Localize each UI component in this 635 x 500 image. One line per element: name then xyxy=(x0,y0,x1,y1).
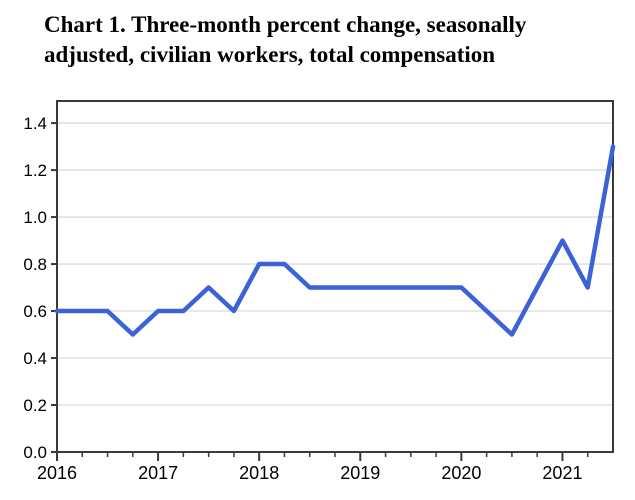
x-tick-label: 2020 xyxy=(441,463,481,483)
y-tick-label: 0.2 xyxy=(23,396,47,415)
x-tick-label: 2017 xyxy=(138,463,178,483)
y-tick-label: 0.6 xyxy=(23,302,47,321)
y-tick-label: 1.2 xyxy=(23,161,47,180)
chart-title: Chart 1. Three-month percent change, sea… xyxy=(44,12,527,67)
y-tick-label: 0.8 xyxy=(23,255,47,274)
y-tick-label: 0.4 xyxy=(23,349,47,368)
x-tick-label: 2021 xyxy=(542,463,582,483)
plot-frame xyxy=(56,100,614,453)
x-tick-label: 2016 xyxy=(37,463,77,483)
series-line xyxy=(54,144,616,337)
y-tick-label: 0.0 xyxy=(23,443,47,462)
x-tick-label: 2018 xyxy=(239,463,279,483)
y-tick-label: 1.4 xyxy=(23,114,47,133)
x-tick-label: 2019 xyxy=(340,463,380,483)
y-tick-label: 1.0 xyxy=(23,208,47,227)
